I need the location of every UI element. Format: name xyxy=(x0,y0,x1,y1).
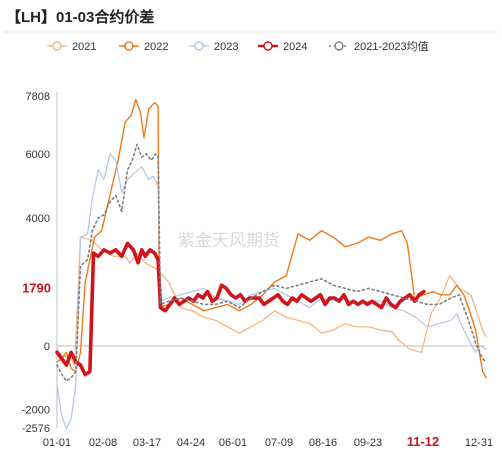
watermark: 紫金天风期货 xyxy=(178,231,280,251)
legend-swatch-marker xyxy=(52,41,62,51)
legend-entry-label: 2024 xyxy=(283,41,307,53)
legend-swatch-marker xyxy=(124,41,134,51)
page-title: 【LH】01-03合约价差 xyxy=(6,9,155,26)
x-tick-label: 07-09 xyxy=(265,437,293,449)
x-tick-label: 09-23 xyxy=(354,437,382,449)
tick-labels: 7808 6000 4000 1790 0 -2000 -2576 01-01 02-08 03-… xyxy=(22,91,493,449)
series-layer xyxy=(55,98,488,430)
y-tick-label: -2576 xyxy=(22,423,50,435)
y-tick-label: 1790 xyxy=(22,281,51,296)
y-tick-label: 4000 xyxy=(26,213,50,225)
x-tick-label: 12-31 xyxy=(465,437,493,449)
y-tick-label: 0 xyxy=(44,341,50,353)
legend-entry-label: 2021-2023均值 xyxy=(354,40,429,53)
x-tick-label: 11-12 xyxy=(407,434,440,449)
axes xyxy=(56,92,485,428)
x-tick-label: 08-16 xyxy=(309,437,337,449)
x-tick-label: 01-01 xyxy=(43,437,71,449)
legend-entry-label: 2021 xyxy=(72,41,96,53)
legend-swatch-marker xyxy=(263,41,273,51)
x-tick-label: 03-17 xyxy=(133,437,161,449)
y-tick-label: -2000 xyxy=(22,405,50,417)
legend-swatch-marker xyxy=(194,41,204,51)
legend-entry-label: 2022 xyxy=(144,41,168,53)
y-tick-label: 6000 xyxy=(26,149,50,161)
y-tick-label: 7808 xyxy=(26,91,50,103)
legend: 2021 2022 2023 2024 2021-2023均值 xyxy=(47,40,429,53)
x-tick-label: 04-24 xyxy=(177,437,205,449)
legend-swatch-marker xyxy=(334,41,344,51)
series-line-4 xyxy=(55,241,426,377)
x-tick-label: 02-08 xyxy=(89,437,117,449)
legend-entry-label: 2023 xyxy=(214,41,238,53)
series-line-1 xyxy=(56,236,487,366)
x-tick-label: 06-01 xyxy=(219,437,247,449)
series-line-5 xyxy=(56,143,488,382)
